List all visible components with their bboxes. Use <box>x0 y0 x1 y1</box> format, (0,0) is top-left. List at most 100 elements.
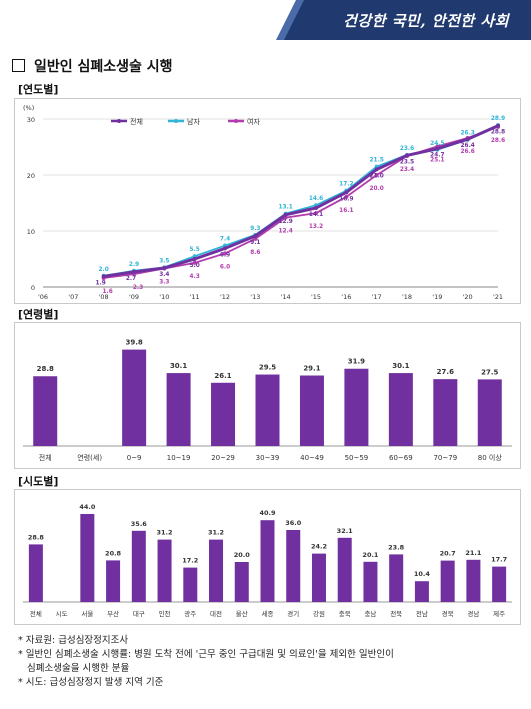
bar <box>344 368 369 446</box>
bar-value-label: 44.0 <box>79 503 96 511</box>
data-label: 16.1 <box>339 208 353 214</box>
x-tick-label: 전체 <box>30 609 42 618</box>
x-tick-label: '06 <box>38 293 48 301</box>
bar-value-label: 17.7 <box>491 556 507 564</box>
bar-value-label: 24.2 <box>311 543 327 551</box>
data-point <box>101 274 106 279</box>
bar-value-label: 20.8 <box>105 549 122 557</box>
data-label: 23.4 <box>400 167 414 173</box>
x-tick-label: 강원 <box>313 609 325 618</box>
bar <box>157 539 172 602</box>
x-tick-label: '19 <box>432 293 442 301</box>
data-label: 7.4 <box>220 237 230 243</box>
x-tick-label: 경남 <box>467 609 479 618</box>
x-tick-label: 연령(세) <box>77 453 102 462</box>
data-label: 24.5 <box>430 141 444 147</box>
y-tick-label: 20 <box>27 172 35 180</box>
data-label: 26.6 <box>461 149 475 155</box>
bar-value-label: 32.1 <box>337 527 354 535</box>
data-label: 17.2 <box>339 182 353 188</box>
data-point <box>405 153 409 158</box>
data-point <box>496 123 500 128</box>
data-point <box>283 212 288 217</box>
section-label-age: [연령별] <box>18 308 59 321</box>
data-label: 23.6 <box>400 146 414 152</box>
bar <box>337 537 352 602</box>
bar <box>28 544 43 602</box>
x-tick-label: '11 <box>190 293 200 301</box>
x-tick-label: 전북 <box>390 609 402 618</box>
page-title: 일반인 심폐소생술 시행 <box>12 56 173 76</box>
x-tick-label: 10~19 <box>167 454 191 462</box>
data-label: 9.3 <box>250 226 260 232</box>
data-label: 26.4 <box>461 143 475 149</box>
footnote-item: * 일반인 심폐소생술 시행률: 병원 도착 전에 '근무 중인 구급대원 및 … <box>18 649 394 660</box>
bar-value-label: 31.9 <box>348 358 365 366</box>
bar <box>260 520 275 602</box>
x-tick-label: 광주 <box>184 610 196 618</box>
bar <box>286 530 301 602</box>
legend-marker <box>174 119 178 123</box>
chart-panel-age: 28.8 전체 연령(세) 39.8 0~9 30.1 10~19 26.1 20~29 29.5… <box>14 322 521 469</box>
footnote-item: 심폐소생술을 시행한 분율 <box>27 663 130 674</box>
bar-value-label: 10.4 <box>414 570 431 578</box>
x-tick-label: 전남 <box>416 609 428 618</box>
x-tick-label: 시도 <box>56 610 68 618</box>
x-tick-label: 0~9 <box>127 454 142 462</box>
data-label: 1.6 <box>103 289 113 295</box>
x-tick-label: 충북 <box>339 609 351 618</box>
bar <box>414 581 429 602</box>
y-axis-unit: (%) <box>23 104 34 112</box>
y-tick-label: 10 <box>27 228 35 236</box>
bar-value-label: 28.8 <box>37 365 54 373</box>
bar-value-label: 27.5 <box>481 368 498 376</box>
x-tick-label: '08 <box>99 293 109 301</box>
x-tick-label: '13 <box>250 293 260 301</box>
bar <box>211 382 236 446</box>
x-tick-label: 전체 <box>39 453 52 462</box>
x-tick-label: 60~69 <box>389 454 413 462</box>
x-tick-label: 인천 <box>159 609 171 618</box>
x-tick-label: '07 <box>68 293 78 301</box>
data-label: 20.0 <box>370 186 384 192</box>
line-chart-year: 0 10 20 30 (%) '06 '07 '08 '09 '10 '11 '12 '13 '14 '15… <box>23 104 505 301</box>
bar <box>433 379 458 446</box>
checkbox-square-icon <box>12 59 25 72</box>
bar <box>106 560 121 602</box>
x-tick-label: 서울 <box>81 609 93 618</box>
footnote-item: * 자료원: 급성심장정지조사 <box>18 635 129 646</box>
bar <box>389 554 404 602</box>
bar-value-label: 17.2 <box>182 557 198 565</box>
x-tick-label: '16 <box>341 293 351 301</box>
x-tick-label: 대구 <box>133 610 145 618</box>
bar <box>234 562 249 602</box>
data-point <box>162 265 167 270</box>
y-tick-label: 0 <box>31 284 35 292</box>
banner-shape <box>276 0 531 40</box>
x-tick-label: '15 <box>311 293 321 301</box>
legend-label: 여자 <box>247 117 260 126</box>
bar-value-label: 20.1 <box>362 551 379 559</box>
bar <box>492 566 507 602</box>
x-tick-label: 충남 <box>364 609 376 618</box>
series-line <box>103 124 499 278</box>
data-label: 6.0 <box>220 264 230 270</box>
bar-value-label: 31.2 <box>208 529 224 537</box>
data-label: 1.9 <box>96 280 106 286</box>
x-tick-label: '18 <box>402 293 412 301</box>
data-point <box>314 206 318 211</box>
bar-value-label: 31.2 <box>157 529 173 537</box>
data-label: 3.3 <box>159 280 169 286</box>
data-label: 13.2 <box>309 224 323 230</box>
data-label: 3.5 <box>159 258 169 264</box>
page-title-text: 일반인 심폐소생술 시행 <box>34 59 173 75</box>
bar <box>311 553 326 602</box>
data-label: 14.1 <box>309 212 323 218</box>
x-tick-label: 40~49 <box>300 454 324 462</box>
data-label: 6.9 <box>220 252 230 258</box>
data-point <box>374 167 379 172</box>
legend-marker <box>117 119 121 123</box>
data-point <box>253 234 258 239</box>
x-tick-label: 경북 <box>442 609 454 618</box>
bar <box>183 567 198 602</box>
